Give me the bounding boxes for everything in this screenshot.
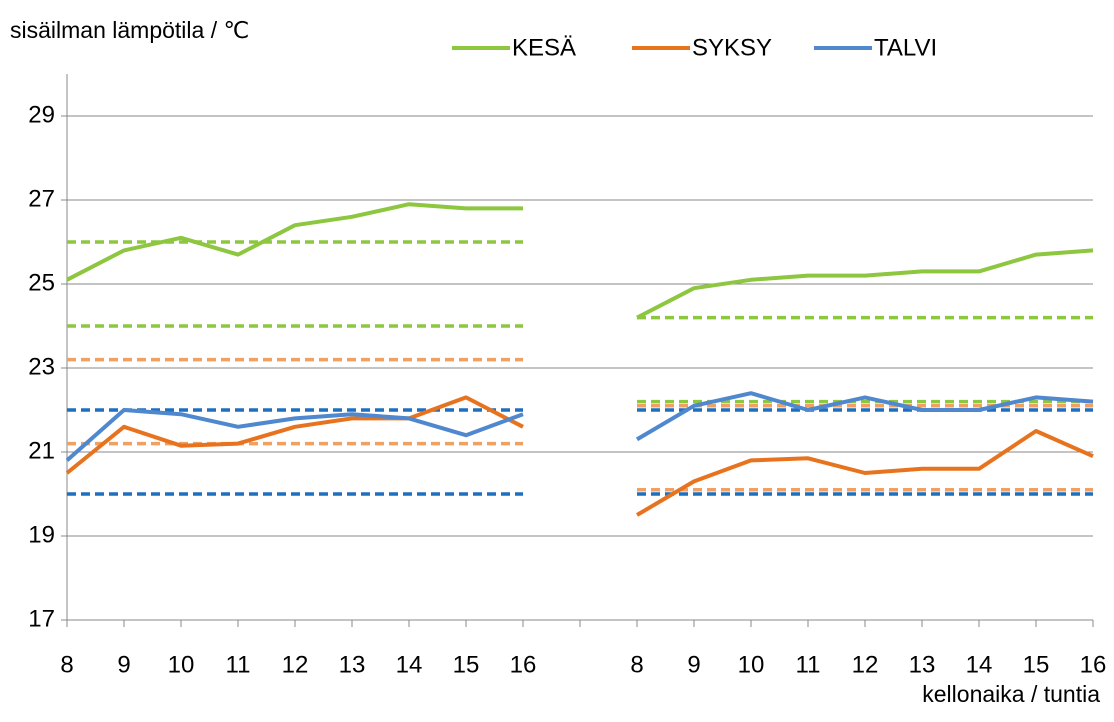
reference-line [67,324,1093,404]
x-tick-label: 14 [966,651,993,678]
x-tick-label: 8 [60,651,73,678]
x-tick-label: 9 [687,651,700,678]
x-tick-label: 16 [510,651,537,678]
x-tick-label: 10 [168,651,195,678]
series-line [65,391,1094,462]
x-tick-label: 14 [396,651,423,678]
x-tick-label: 13 [909,651,936,678]
reference-line [67,441,1093,492]
x-tick-label: 12 [852,651,879,678]
reference-line [67,357,1093,408]
legend-label: SYKSY [692,34,772,61]
y-tick-label: 21 [28,437,55,464]
series-line [65,395,1094,517]
x-axis-label: kellonaika / tuntia [922,681,1100,707]
x-tick-label: 15 [1023,651,1050,678]
y-tick-label: 27 [28,185,55,212]
x-tick-label: 9 [117,651,130,678]
y-tick-label: 25 [28,269,55,296]
y-tick-label: 23 [28,353,55,380]
x-tick-label: 10 [738,651,765,678]
y-tick-label: 19 [28,521,55,548]
y-axis-label: sisäilman lämpötila / ℃ [10,17,249,43]
reference-line [67,240,1093,320]
x-tick-label: 12 [282,651,309,678]
x-tick-label: 11 [796,651,821,678]
x-tick-label: 8 [630,651,643,678]
x-tick-label: 11 [226,651,251,678]
y-tick-label: 29 [28,101,55,128]
x-tick-label: 16 [1080,651,1107,678]
legend-label: TALVI [874,34,937,61]
y-tick-label: 17 [28,605,55,632]
legend-label: KESÄ [512,34,576,61]
series-line [66,202,1094,320]
x-tick-label: 15 [453,651,480,678]
x-tick-label: 13 [339,651,366,678]
